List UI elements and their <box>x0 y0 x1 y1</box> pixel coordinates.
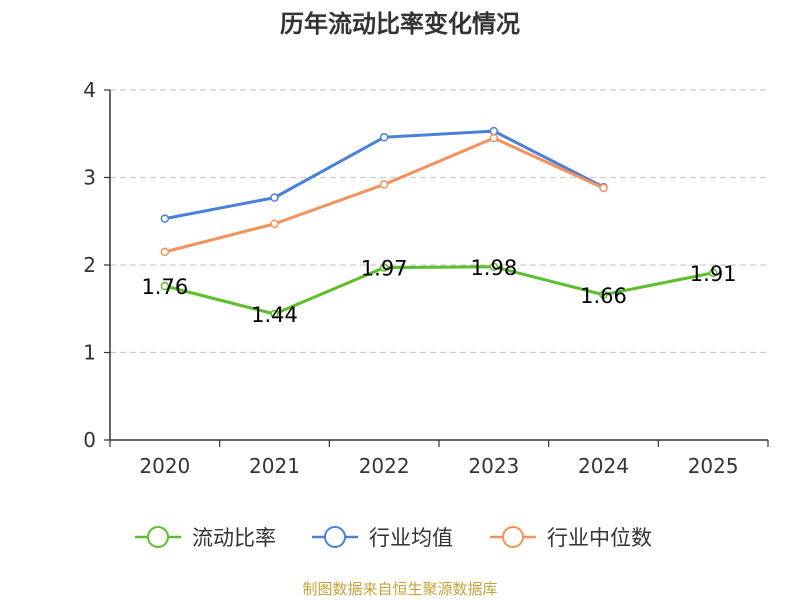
data-point[interactable] <box>160 247 170 257</box>
legend-marker <box>147 526 169 548</box>
data-point[interactable] <box>270 193 279 202</box>
data-point[interactable] <box>489 133 499 143</box>
data-label: 1.66 <box>580 284 627 308</box>
source-note: 制图数据来自恒生聚源数据库 <box>302 580 497 598</box>
y-tick-label: 1 <box>83 341 96 365</box>
legend-marker <box>324 526 346 548</box>
data-point[interactable] <box>270 309 279 319</box>
chart-title: 历年流动比率变化情况 <box>280 10 520 38</box>
x-tick-label: 2024 <box>578 454 629 478</box>
legend-label: 流动比率 <box>192 526 276 550</box>
y-tick-label: 0 <box>83 428 96 452</box>
y-tick-label: 3 <box>83 166 96 190</box>
data-point[interactable] <box>379 263 389 272</box>
legend[interactable]: 流动比率 行业均值 行业中位数 <box>135 526 652 550</box>
x-tick-label: 2025 <box>688 454 739 478</box>
legend-label: 行业中位数 <box>547 526 652 550</box>
y-tick-label: 2 <box>83 253 96 277</box>
legend-label: 行业均值 <box>369 526 453 550</box>
y-tick-label: 4 <box>83 78 96 102</box>
data-labels: 1.76 1.44 1.97 1.98 1.66 1.91 <box>141 256 736 327</box>
data-point[interactable] <box>489 262 499 271</box>
data-point[interactable] <box>160 281 170 291</box>
data-label: 1.44 <box>251 303 298 327</box>
legend-item-1[interactable]: 行业均值 <box>312 526 453 550</box>
data-label: 1.98 <box>470 256 517 280</box>
grid-lines <box>110 89 768 354</box>
x-tick-label: 2020 <box>139 454 190 478</box>
x-tick-label: 2023 <box>468 454 519 478</box>
data-label: 1.76 <box>141 275 188 299</box>
series-line-0 <box>164 265 714 316</box>
data-point[interactable] <box>599 183 608 193</box>
data-point[interactable] <box>379 180 389 189</box>
data-point[interactable] <box>379 133 389 142</box>
data-point[interactable] <box>160 214 170 223</box>
legend-marker <box>502 526 524 548</box>
data-label: 1.91 <box>690 262 737 286</box>
axes: 0 1 2 3 4 2020 2021 2022 2023 2024 2025 <box>83 78 769 478</box>
legend-item-0[interactable]: 流动比率 <box>135 526 276 550</box>
x-tick-label: 2021 <box>249 454 300 478</box>
data-point[interactable] <box>599 290 608 299</box>
x-tick-label: 2022 <box>359 454 410 478</box>
series-layer <box>160 126 718 319</box>
data-point[interactable] <box>708 268 718 278</box>
data-label: 1.97 <box>361 257 408 281</box>
legend-item-2[interactable]: 行业中位数 <box>490 526 652 550</box>
data-point[interactable] <box>489 126 499 136</box>
series-line-1 <box>164 129 605 221</box>
data-point[interactable] <box>270 219 279 229</box>
